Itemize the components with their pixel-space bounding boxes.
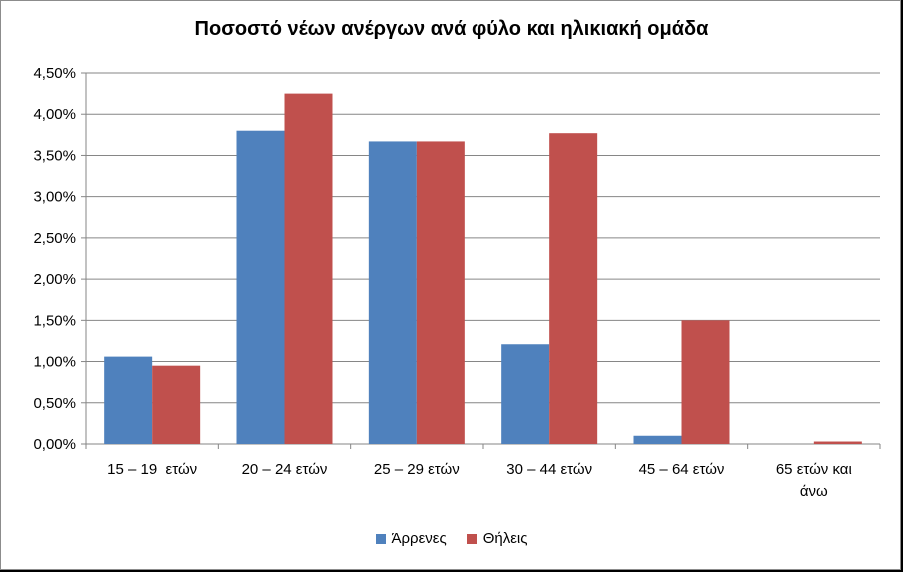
x-tick-label: 65 ετών και	[776, 461, 852, 478]
bar-females	[549, 133, 598, 444]
x-tick-label: 15 – 19 ετών	[107, 461, 197, 478]
bar-males	[236, 130, 285, 444]
y-tick-label: 0,00%	[33, 436, 76, 453]
legend-swatch-males	[375, 533, 386, 544]
chart-legend: Άρρενες Θήλεις	[0, 530, 903, 547]
legend-item-males: Άρρενες	[375, 530, 447, 547]
y-tick-label: 0,50%	[33, 395, 76, 412]
y-tick-label: 1,00%	[33, 354, 76, 371]
y-tick-label: 2,50%	[33, 230, 76, 247]
x-tick-label: 45 – 64 ετών	[639, 461, 725, 478]
y-tick-label: 4,50%	[33, 65, 76, 82]
legend-label-females: Θήλεις	[482, 530, 528, 547]
legend-swatch-females	[466, 533, 477, 544]
chart-title: Ποσοστό νέων ανέργων ανά φύλο και ηλικια…	[194, 18, 709, 40]
y-tick-label: 3,50%	[33, 147, 76, 164]
bar-males	[104, 356, 153, 444]
x-tick-label: 25 – 29 ετών	[374, 461, 460, 478]
bar-males	[368, 141, 417, 444]
y-tick-label: 3,00%	[33, 189, 76, 206]
bar-females	[416, 141, 465, 444]
y-tick-label: 4,00%	[33, 106, 76, 123]
bar-females	[152, 365, 201, 444]
x-tick-label: άνω	[800, 483, 828, 500]
bar-females	[284, 93, 333, 444]
x-tick-label: 30 – 44 ετών	[506, 461, 592, 478]
legend-label-males: Άρρενες	[391, 530, 447, 547]
x-tick-label: 20 – 24 ετών	[242, 461, 328, 478]
bar-males	[501, 344, 550, 444]
bar-females	[813, 441, 862, 444]
y-tick-label: 2,00%	[33, 271, 76, 288]
bar-males	[633, 435, 682, 444]
legend-item-females: Θήλεις	[466, 530, 528, 547]
y-tick-label: 1,50%	[33, 312, 76, 329]
bar-females	[681, 320, 730, 444]
